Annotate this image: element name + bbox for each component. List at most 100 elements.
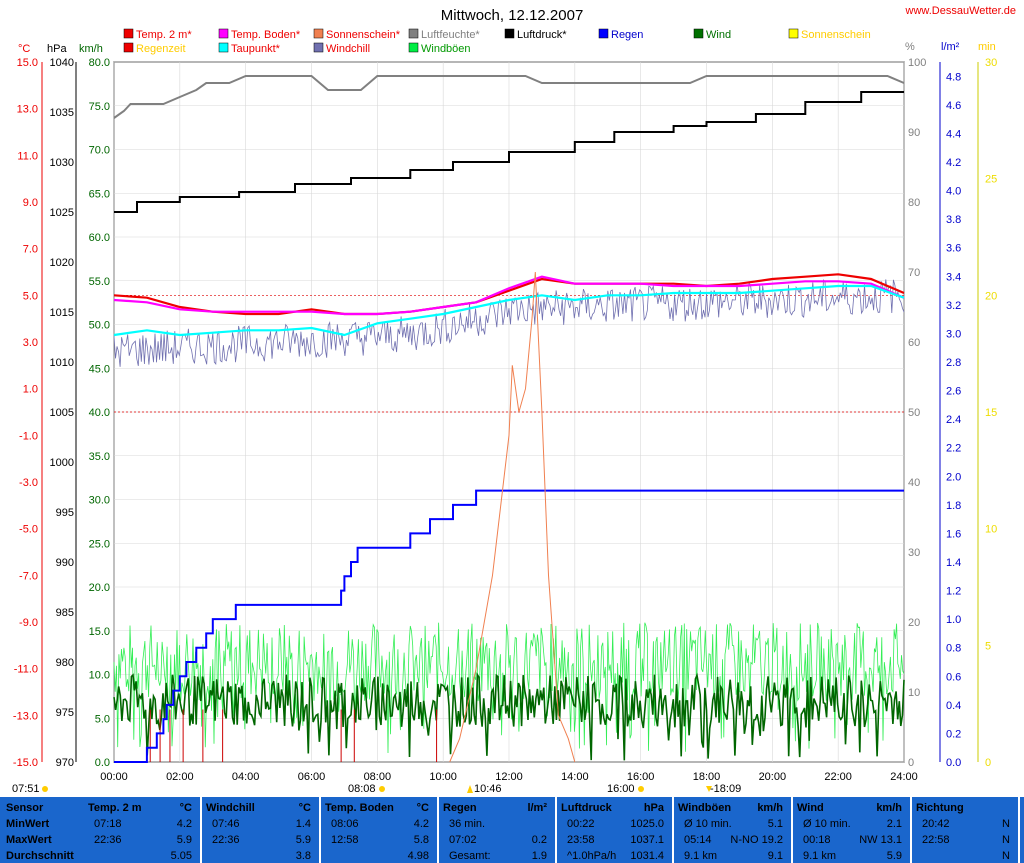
temp-tick-label: 3.0 — [23, 337, 38, 349]
rain-tick-label: 4.0 — [946, 186, 961, 198]
rain-unit: l/m² — [941, 41, 960, 53]
hum-tick-label: 10 — [908, 687, 920, 699]
stats-cell: 1037.1 — [630, 834, 664, 846]
legend-swatch — [123, 42, 134, 53]
stats-cell: hPa — [643, 802, 664, 814]
stats-cell: 2.1 — [886, 818, 902, 830]
stats-row-label: Durchschnitt — [6, 850, 74, 862]
stats-cell: 22:36 — [94, 834, 122, 846]
sun-max-icon — [467, 785, 473, 793]
press-tick-label: 1025 — [50, 207, 74, 219]
legend-swatch — [504, 28, 515, 39]
rain-tick-label: 0.6 — [946, 671, 961, 683]
stats-cell: 4.2 — [413, 818, 429, 830]
press-tick-label: 1015 — [50, 307, 74, 319]
stats-cell: Ø 10 min. — [803, 818, 851, 830]
stats-cell: Windböen — [678, 802, 732, 814]
wind-tick-label: 0.0 — [95, 757, 110, 769]
legend-swatch — [408, 28, 419, 39]
press-tick-label: 995 — [56, 507, 74, 519]
stats-cell: 00:22 — [567, 818, 595, 830]
website-label[interactable]: www.DessauWetter.de — [905, 5, 1016, 17]
temp-tick-label: 7.0 — [23, 244, 38, 256]
temp-tick-label: 1.0 — [23, 384, 38, 396]
wind-tick-label: 60.0 — [89, 232, 110, 244]
time-tick-label: 06:00 — [298, 771, 326, 783]
wind-tick-label: 20.0 — [89, 582, 110, 594]
time-tick-label: 12:00 — [495, 771, 523, 783]
legend-label: Regenzeit — [136, 43, 186, 55]
stats-cell: Windchill — [206, 802, 255, 814]
hum-tick-label: 50 — [908, 407, 920, 419]
legend-label: Sonnenschein* — [326, 29, 401, 41]
stats-cell: NW 13.1 — [859, 834, 902, 846]
press-tick-label: 1000 — [50, 457, 74, 469]
rain-tick-label: 3.2 — [946, 300, 961, 312]
stats-column: Temp. Boden °C 08:06 4.2 12:58 5.8 4.98 — [319, 797, 439, 863]
stats-cell: Temp. Boden — [325, 802, 394, 814]
stats-cell: 07:46 — [212, 818, 240, 830]
legend-label: Luftdruck* — [517, 29, 567, 41]
temp-tick-label: 9.0 — [23, 197, 38, 209]
sunrise-label: 07:51 — [12, 783, 40, 795]
legend-swatch — [693, 28, 704, 39]
temp-tick-label: 13.0 — [17, 104, 38, 116]
wind-tick-label: 10.0 — [89, 670, 110, 682]
legend-swatch — [218, 42, 229, 53]
stats-cell: 5.1 — [767, 818, 783, 830]
sun-tick-label: 10 — [985, 524, 997, 536]
chart-legend: Temp. 2 m* Regenzeit Temp. Boden* Taupunkt*… — [123, 28, 871, 55]
rain-tick-label: 2.2 — [946, 443, 961, 455]
stats-cell: l/m² — [527, 802, 547, 814]
stats-row-label: Sensor — [6, 802, 44, 814]
stats-cell: N — [1002, 850, 1010, 862]
legend-label: Windchill — [326, 43, 370, 55]
rain-tick-label: 2.0 — [946, 471, 961, 483]
temp-tick-label: -3.0 — [19, 477, 38, 489]
rain-tick-label: 3.0 — [946, 328, 961, 340]
stats-cell: km/h — [757, 802, 783, 814]
press-unit: hPa — [47, 43, 67, 55]
rain-tick-label: 1.2 — [946, 586, 961, 598]
wind-unit: km/h — [79, 43, 103, 55]
rain-tick-label: 4.6 — [946, 100, 961, 112]
stats-row-label: MaxWert — [6, 834, 52, 846]
wind-tick-label: 75.0 — [89, 101, 110, 113]
legend-label: Wind — [706, 29, 731, 41]
moon-icon — [706, 786, 712, 792]
stats-cell: N-NO 19.2 — [730, 834, 783, 846]
rain-tick-label: 1.8 — [946, 500, 961, 512]
series-line — [113, 273, 905, 316]
stats-cell: 05:14 — [684, 834, 712, 846]
rain-tick-label: 3.6 — [946, 243, 961, 255]
rain-tick-label: 0.0 — [946, 757, 961, 769]
hum-tick-label: 40 — [908, 477, 920, 489]
marker-label: 08:08 — [348, 783, 376, 795]
press-tick-label: 975 — [56, 707, 74, 719]
series-lines — [113, 75, 905, 763]
hum-unit: % — [905, 41, 915, 53]
stats-cell: Ø 10 min. — [684, 818, 732, 830]
legend-swatch — [218, 28, 229, 39]
time-tick-label: 18:00 — [693, 771, 721, 783]
rain-tick-label: 3.4 — [946, 271, 961, 283]
stats-cell: Temp. 2 m — [88, 802, 142, 814]
stats-cell: 07:02 — [449, 834, 477, 846]
axis-units: °C hPa km/h% l/m² min — [18, 41, 996, 55]
temp-tick-label: -1.0 — [19, 430, 38, 442]
stats-cell: 9.1 — [767, 850, 783, 862]
legend-label: Luftfeuchte* — [421, 29, 480, 41]
press-tick-label: 985 — [56, 607, 74, 619]
stats-cell: 36 min. — [449, 818, 486, 830]
temp-tick-label: -9.0 — [19, 617, 38, 629]
stats-column: Windchill °C 07:46 1.4 22:36 5.9 3.8 — [200, 797, 321, 863]
rain-tick-label: 2.8 — [946, 357, 961, 369]
press-tick-label: 1030 — [50, 157, 74, 169]
sunset-icon — [638, 786, 644, 792]
time-tick-label: 16:00 — [627, 771, 655, 783]
stats-column: Wind km/h Ø 10 min. 2.1 00:18 NW 13.1 9.1 km 5.… — [791, 797, 912, 863]
series-line — [113, 75, 905, 119]
hum-tick-label: 0 — [908, 757, 914, 769]
series-line — [449, 271, 576, 763]
stats-column: Richtung 20:42 N 22:58 N N — [910, 797, 1020, 863]
